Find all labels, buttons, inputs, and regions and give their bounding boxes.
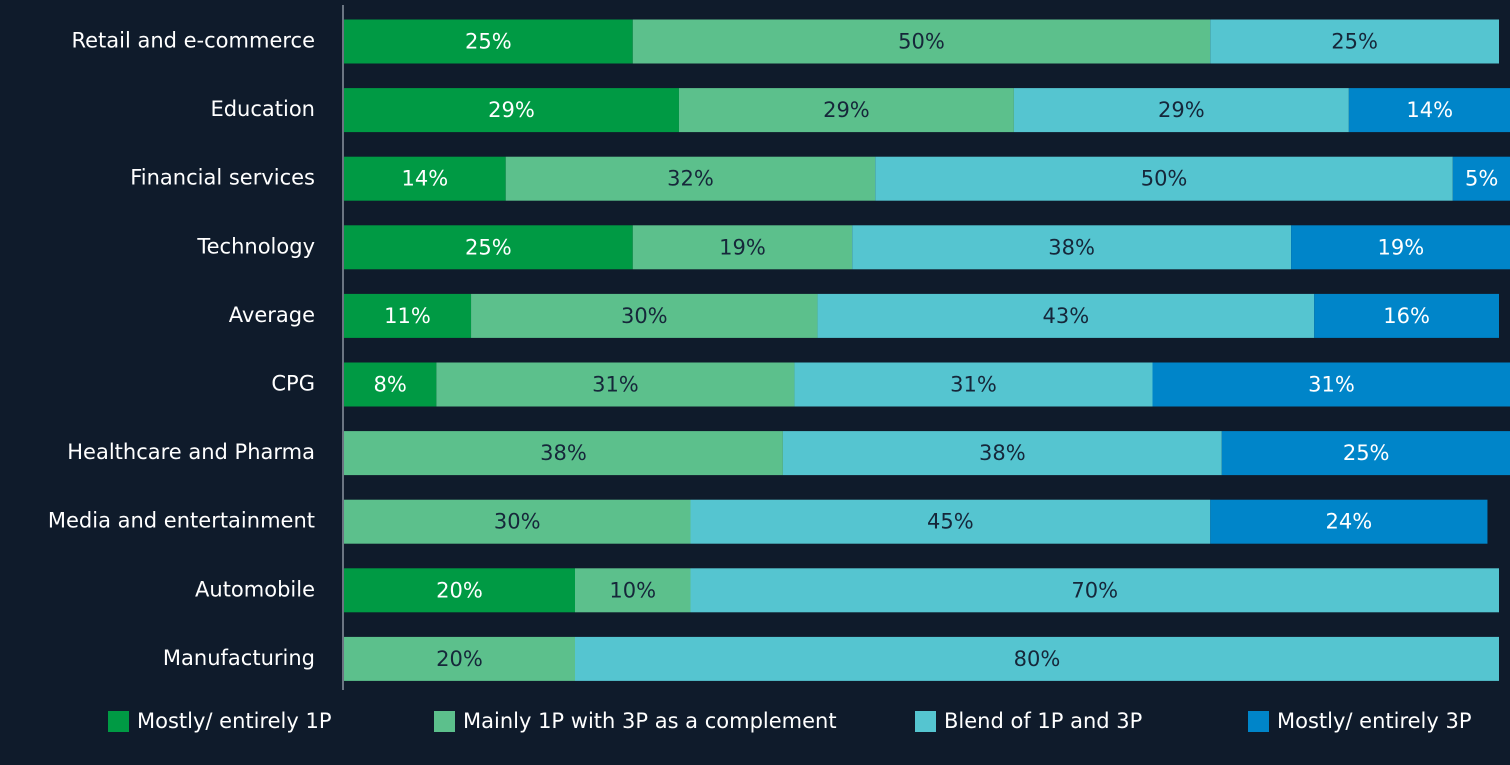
value-label: 38% xyxy=(1048,235,1095,259)
bar-segment xyxy=(1221,431,1510,476)
value-label: 14% xyxy=(402,167,449,191)
bar-segment xyxy=(794,362,1153,407)
value-label: 11% xyxy=(384,304,431,328)
bar-segment xyxy=(632,19,1211,64)
value-label: 10% xyxy=(609,578,656,602)
bar-segment xyxy=(344,88,679,133)
legend-label: Mostly/ entirely 1P xyxy=(137,709,332,733)
category-label: Financial services xyxy=(130,166,315,190)
value-label: 25% xyxy=(465,30,512,54)
value-label: 19% xyxy=(719,235,766,259)
bar-segment xyxy=(344,156,506,201)
value-label: 24% xyxy=(1326,510,1373,534)
bar-segment xyxy=(1210,499,1488,544)
value-label: 25% xyxy=(1343,441,1390,465)
legend-swatch xyxy=(1248,711,1269,732)
value-label: 43% xyxy=(1043,304,1090,328)
value-label: 32% xyxy=(667,167,714,191)
bar-segment xyxy=(344,225,633,270)
value-label: 25% xyxy=(465,235,512,259)
bar-segment xyxy=(344,431,783,476)
category-label: CPG xyxy=(271,372,315,396)
value-label: 31% xyxy=(950,373,997,397)
value-label: 19% xyxy=(1377,235,1424,259)
value-label: 80% xyxy=(1014,647,1061,671)
bar-segment xyxy=(575,568,691,613)
bar-segment xyxy=(1291,225,1510,270)
bar-segment xyxy=(344,499,691,544)
bar-segment xyxy=(1452,156,1510,201)
bar-segment xyxy=(505,156,876,201)
legend-swatch xyxy=(915,711,936,732)
value-label: 38% xyxy=(540,441,587,465)
bar-segment xyxy=(875,156,1453,201)
bar-segment xyxy=(344,362,437,407)
bar-segment xyxy=(471,293,818,338)
bar-segment xyxy=(344,19,633,64)
bar-segment xyxy=(852,225,1292,270)
value-label: 14% xyxy=(1406,98,1453,122)
legend-swatch xyxy=(108,711,129,732)
bar-segment xyxy=(1152,362,1510,407)
bar-segment xyxy=(782,431,1222,476)
legend-swatch xyxy=(434,711,455,732)
category-label: Automobile xyxy=(195,577,315,601)
value-label: 30% xyxy=(621,304,668,328)
value-label: 70% xyxy=(1071,578,1118,602)
value-label: 5% xyxy=(1465,167,1498,191)
value-label: 20% xyxy=(436,647,483,671)
legend-label: Mostly/ entirely 3P xyxy=(1277,709,1472,733)
value-label: 25% xyxy=(1331,30,1378,54)
category-label: Healthcare and Pharma xyxy=(67,440,315,464)
value-label: 31% xyxy=(592,373,639,397)
category-label: Media and entertainment xyxy=(48,509,315,533)
value-label: 29% xyxy=(1158,98,1205,122)
value-label: 16% xyxy=(1383,304,1430,328)
legend-label: Mainly 1P with 3P as a complement xyxy=(463,709,837,733)
bar-segment xyxy=(1210,19,1499,64)
value-label: 50% xyxy=(1141,167,1188,191)
bar-segment xyxy=(344,568,575,613)
category-label: Average xyxy=(229,303,315,327)
bar-segment xyxy=(817,293,1315,338)
value-label: 29% xyxy=(823,98,870,122)
bar-segment xyxy=(1314,293,1499,338)
bar-segment xyxy=(1013,88,1349,133)
bar-segment xyxy=(1348,88,1510,133)
value-label: 45% xyxy=(927,510,974,534)
value-label: 38% xyxy=(979,441,1026,465)
category-label: Manufacturing xyxy=(163,646,315,670)
category-label: Technology xyxy=(196,234,315,258)
category-label: Education xyxy=(210,97,315,121)
bar-segment xyxy=(690,568,1499,613)
value-label: 31% xyxy=(1308,373,1355,397)
bar-segment xyxy=(344,636,575,681)
value-label: 29% xyxy=(488,98,535,122)
value-label: 20% xyxy=(436,578,483,602)
bar-segment xyxy=(436,362,795,407)
legend-label: Blend of 1P and 3P xyxy=(944,709,1142,733)
value-label: 8% xyxy=(374,373,407,397)
value-label: 50% xyxy=(898,30,945,54)
bar-segment xyxy=(632,225,853,270)
bar-segment xyxy=(678,88,1014,133)
bar-segment xyxy=(575,636,1499,681)
bar-segment xyxy=(690,499,1211,544)
bar-segment xyxy=(344,293,472,338)
category-label: Retail and e-commerce xyxy=(71,29,315,53)
value-label: 30% xyxy=(494,510,541,534)
